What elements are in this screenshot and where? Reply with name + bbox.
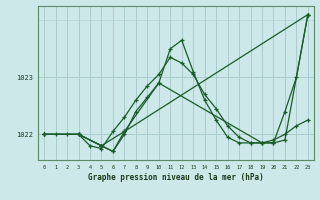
X-axis label: Graphe pression niveau de la mer (hPa): Graphe pression niveau de la mer (hPa) bbox=[88, 173, 264, 182]
